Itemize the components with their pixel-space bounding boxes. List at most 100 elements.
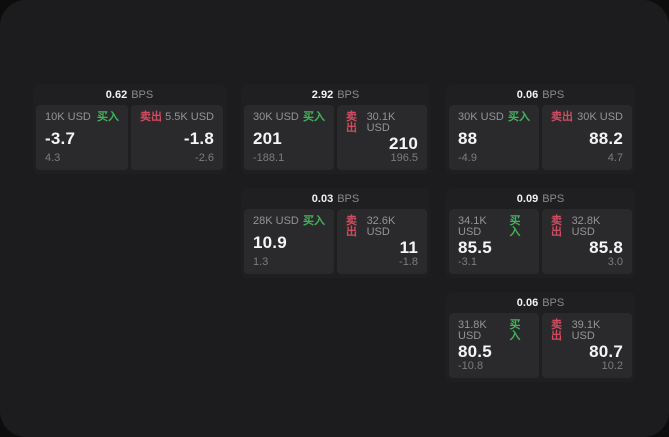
sell-change: -1.8	[399, 256, 418, 268]
buy-tile[interactable]: 28K USD 买入 10.9 1.3	[244, 209, 334, 274]
buy-tile-header: 28K USD 买入	[253, 216, 325, 227]
buy-tile-header: 30K USD 买入	[253, 112, 325, 123]
quote-card-body: 10K USD 买入 -3.7 4.3 卖出 5.5K USD -1.8 -2.…	[33, 105, 226, 174]
bps-value: 0.06	[516, 88, 539, 101]
buy-price: -3.7	[45, 128, 76, 148]
sell-label: 卖出	[346, 111, 357, 134]
buy-tile[interactable]: 30K USD 买入 88 -4.9	[449, 105, 539, 170]
bps-header: 0.03 BPS	[241, 188, 430, 209]
sell-tile[interactable]: 卖出 39.1K USD 80.7 10.2	[542, 313, 632, 378]
sell-label: 卖出	[551, 319, 562, 342]
bps-header: 2.92 BPS	[241, 84, 430, 105]
sell-amount: 30K USD	[577, 111, 623, 123]
buy-label: 买入	[303, 111, 325, 123]
buy-amount: 10K USD	[45, 111, 91, 123]
buy-label: 买入	[509, 319, 521, 342]
sell-price: 88.2	[589, 128, 623, 148]
bps-unit-label: BPS	[542, 88, 565, 101]
sell-change: 196.5	[390, 152, 418, 164]
buy-tile[interactable]: 10K USD 买入 -3.7 4.3	[36, 105, 128, 170]
quote-card-body: 30K USD 买入 88 -4.9 卖出 30K USD 88.2 4.7	[446, 105, 635, 174]
sell-change: 4.7	[607, 152, 623, 164]
sell-price: 80.7	[589, 342, 623, 361]
sell-tile-header: 卖出 32.6K USD	[346, 216, 418, 238]
quote-card: 0.06 BPS 31.8K USD 买入 80.5 -10.8 卖出 39.1…	[446, 292, 635, 382]
bps-value: 0.06	[516, 296, 539, 309]
buy-change: 4.3	[45, 152, 61, 164]
sell-tile-header: 卖出 32.8K USD	[551, 216, 623, 238]
quote-card: 0.62 BPS 10K USD 买入 -3.7 4.3 卖出 5.5K USD	[33, 84, 226, 174]
buy-tile-header: 10K USD 买入	[45, 112, 119, 123]
sell-price: 11	[399, 238, 418, 257]
bps-header: 0.06 BPS	[446, 84, 635, 105]
sell-tile-header: 卖出 39.1K USD	[551, 320, 623, 342]
sell-tile[interactable]: 卖出 32.8K USD 85.8 3.0	[542, 209, 632, 274]
buy-tile-header: 30K USD 买入	[458, 112, 530, 123]
bps-header: 0.09 BPS	[446, 188, 635, 209]
sell-label: 卖出	[140, 111, 162, 123]
quote-card-body: 30K USD 买入 201 -188.1 卖出 30.1K USD 210 1…	[241, 105, 430, 174]
sell-tile-header: 卖出 5.5K USD	[140, 112, 214, 123]
sell-tile[interactable]: 卖出 5.5K USD -1.8 -2.6	[131, 105, 223, 170]
buy-change: -3.1	[458, 256, 477, 268]
buy-tile[interactable]: 34.1K USD 买入 85.5 -3.1	[449, 209, 539, 274]
buy-price: 201	[253, 128, 282, 148]
sell-amount: 5.5K USD	[165, 111, 214, 123]
buy-amount: 30K USD	[458, 111, 504, 123]
bps-header: 0.06 BPS	[446, 292, 635, 313]
quote-card: 0.06 BPS 30K USD 买入 88 -4.9 卖出 30K USD	[446, 84, 635, 174]
quote-card: 0.09 BPS 34.1K USD 买入 85.5 -3.1 卖出 32.8K…	[446, 188, 635, 278]
sell-amount: 32.6K USD	[366, 215, 396, 238]
bps-value: 0.62	[105, 88, 128, 101]
sell-price: 85.8	[589, 238, 623, 257]
bps-unit-label: BPS	[131, 88, 154, 101]
sell-label: 卖出	[551, 215, 562, 238]
bps-header: 0.62 BPS	[33, 84, 226, 105]
sell-label: 卖出	[346, 215, 357, 238]
buy-amount: 28K USD	[253, 215, 299, 227]
buy-price: 88	[458, 128, 478, 148]
buy-tile-header: 31.8K USD 买入	[458, 320, 530, 342]
sell-tile[interactable]: 卖出 32.6K USD 11 -1.8	[337, 209, 427, 274]
buy-tile[interactable]: 31.8K USD 买入 80.5 -10.8	[449, 313, 539, 378]
sell-price: 210	[389, 134, 418, 153]
bps-unit-label: BPS	[542, 296, 565, 309]
quote-card: 0.03 BPS 28K USD 买入 10.9 1.3 卖出 32.6K US…	[241, 188, 430, 278]
bps-unit-label: BPS	[337, 88, 360, 101]
sell-amount: 32.8K USD	[571, 215, 601, 238]
sell-amount: 39.1K USD	[571, 319, 601, 342]
quote-card-body: 31.8K USD 买入 80.5 -10.8 卖出 39.1K USD 80.…	[446, 313, 635, 382]
sell-label: 卖出	[551, 111, 573, 123]
sell-tile[interactable]: 卖出 30K USD 88.2 4.7	[542, 105, 632, 170]
buy-label: 买入	[97, 111, 119, 123]
sell-amount: 30.1K USD	[366, 111, 396, 134]
buy-change: 1.3	[253, 256, 269, 268]
buy-amount: 34.1K USD	[458, 215, 487, 238]
quote-card: 2.92 BPS 30K USD 买入 201 -188.1 卖出 30.1K …	[241, 84, 430, 174]
buy-tile[interactable]: 30K USD 买入 201 -188.1	[244, 105, 334, 170]
buy-label: 买入	[508, 111, 530, 123]
buy-label: 买入	[509, 215, 521, 238]
buy-amount: 31.8K USD	[458, 319, 487, 342]
buy-tile-header: 34.1K USD 买入	[458, 216, 530, 238]
bps-unit-label: BPS	[542, 192, 565, 205]
sell-change: -2.6	[195, 152, 214, 164]
bps-value: 2.92	[311, 88, 334, 101]
bps-value: 0.09	[516, 192, 539, 205]
buy-change: -10.8	[458, 360, 484, 372]
bps-value: 0.03	[311, 192, 334, 205]
quote-card-body: 28K USD 买入 10.9 1.3 卖出 32.6K USD 11 -1.8	[241, 209, 430, 278]
sell-price: -1.8	[183, 128, 214, 148]
sell-change: 10.2	[601, 360, 623, 372]
buy-label: 买入	[303, 215, 325, 227]
quote-card-body: 34.1K USD 买入 85.5 -3.1 卖出 32.8K USD 85.8…	[446, 209, 635, 278]
sell-tile-header: 卖出 30K USD	[551, 112, 623, 123]
buy-price: 80.5	[458, 342, 492, 361]
buy-amount: 30K USD	[253, 111, 299, 123]
buy-change: -188.1	[253, 152, 285, 164]
buy-price: 10.9	[253, 232, 287, 252]
buy-price: 85.5	[458, 238, 492, 257]
sell-tile[interactable]: 卖出 30.1K USD 210 196.5	[337, 105, 427, 170]
